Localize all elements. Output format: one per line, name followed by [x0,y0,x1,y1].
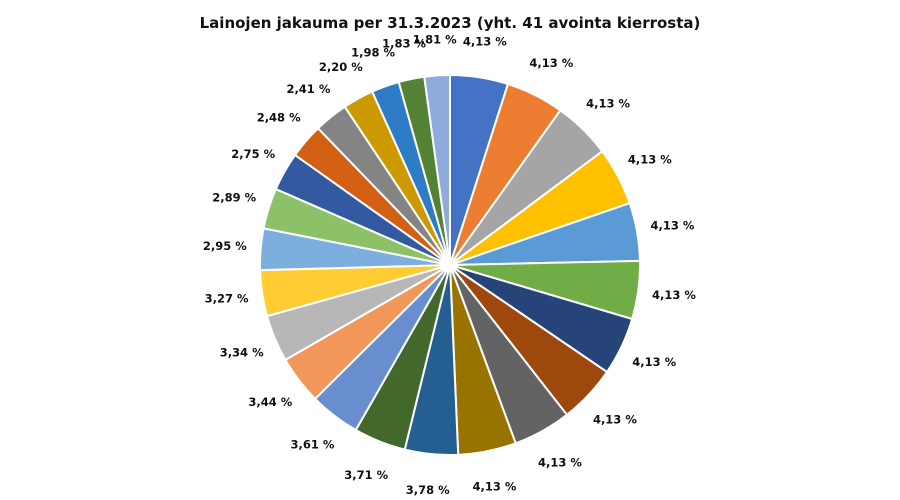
slice-data-label: 1,98 % [351,45,395,59]
slice-data-label: 3,44 % [248,395,292,409]
slice-data-label: 4,13 % [593,413,637,427]
slice-data-label: 4,13 % [632,355,676,369]
slice-data-label: 2,75 % [231,147,275,161]
chart-title: Lainojen jakauma per 31.3.2023 (yht. 41 … [199,14,701,32]
slice-data-label: 2,20 % [319,60,363,74]
slice-data-label: 3,27 % [205,292,249,306]
slice-data-label: 4,13 % [586,96,630,110]
slice-data-label: 3,34 % [220,346,264,360]
slice-data-label: 2,48 % [257,111,301,125]
slice-data-label: 4,13 % [463,35,507,49]
slice-data-label: 3,61 % [291,437,335,451]
slice-data-label: 4,13 % [473,480,517,494]
slice-data-label: 1,81 % [413,33,457,47]
slice-data-label: 3,78 % [406,483,450,497]
slice-data-label: 4,13 % [529,56,573,70]
slice-data-label: 2,41 % [286,82,330,96]
slice-data-label: 4,13 % [628,152,672,166]
slice-data-label: 2,95 % [203,239,247,253]
slice-data-label: 4,13 % [652,288,696,302]
slice-data-label: 4,13 % [538,455,582,469]
slice-data-label: 2,89 % [212,191,256,205]
slice-data-label: 1,83 % [382,37,426,51]
slice-data-label: 3,71 % [344,468,388,482]
pie-slice [423,73,451,266]
slice-data-label: 4,13 % [651,218,695,232]
